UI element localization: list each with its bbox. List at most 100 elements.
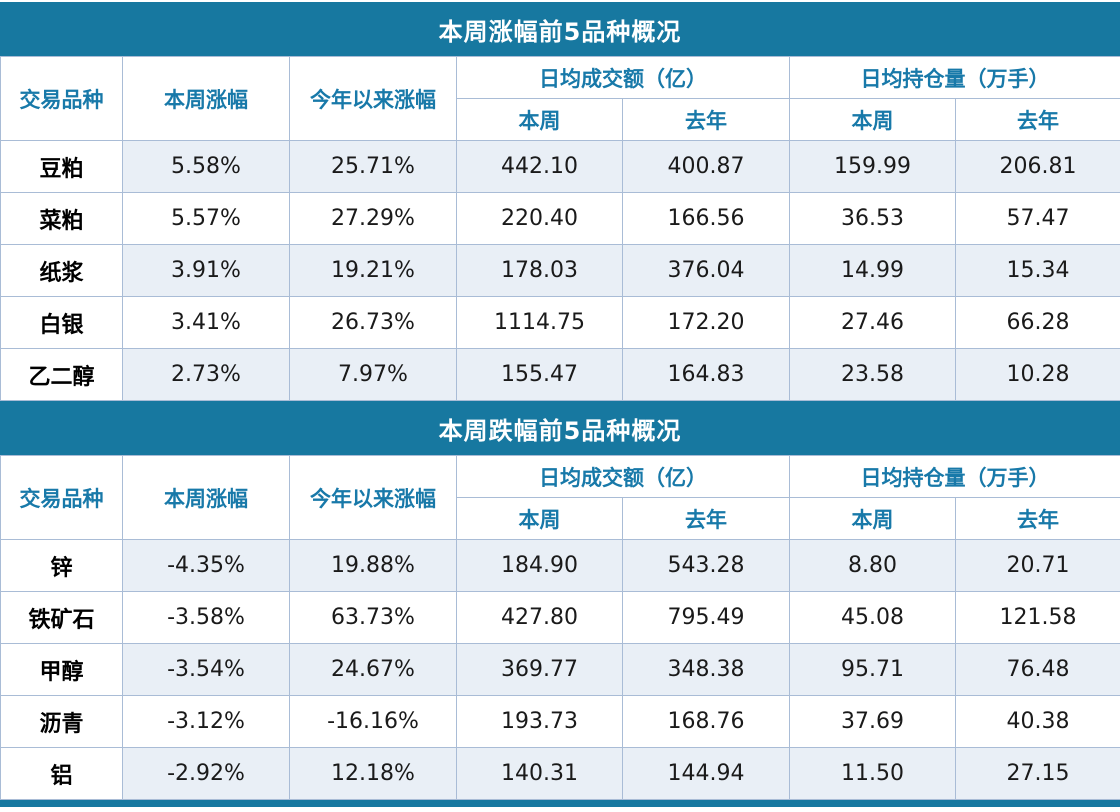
cell-turnover-week: 369.77	[456, 643, 623, 696]
cell-ytd-change: 26.73%	[289, 296, 457, 349]
cell-turnover-week: 155.47	[456, 348, 623, 401]
table-row: 豆粕 5.58% 25.71% 442.10 400.87 159.99 206…	[0, 140, 1120, 193]
cell-product: 铝	[0, 747, 123, 800]
cell-ytd-change: 19.21%	[289, 244, 457, 297]
cell-ytd-change: 63.73%	[289, 591, 457, 644]
table-row: 白银 3.41% 26.73% 1114.75 172.20 27.46 66.…	[0, 296, 1120, 349]
cell-turnover-year: 144.94	[622, 747, 790, 800]
cell-ytd-change: 19.88%	[289, 539, 457, 592]
cell-ytd-change: 27.29%	[289, 192, 457, 245]
cell-position-week: 14.99	[789, 244, 956, 297]
table-row: 铝 -2.92% 12.18% 140.31 144.94 11.50 27.1…	[0, 747, 1120, 800]
cell-ytd-change: 25.71%	[289, 140, 457, 193]
cell-turnover-week: 442.10	[456, 140, 623, 193]
losers-table: 交易品种 本周涨幅 今年以来涨幅 日均成交额（亿） 日均持仓量（万手） 本周 去…	[0, 455, 1120, 800]
cell-turnover-week: 427.80	[456, 591, 623, 644]
header-ytd-change: 今年以来涨幅	[289, 455, 457, 540]
cell-product: 乙二醇	[0, 348, 123, 401]
cell-product: 锌	[0, 539, 123, 592]
table-row: 纸浆 3.91% 19.21% 178.03 376.04 14.99 15.3…	[0, 244, 1120, 297]
cell-ytd-change: -16.16%	[289, 695, 457, 748]
cell-product: 菜粕	[0, 192, 123, 245]
cell-product: 铁矿石	[0, 591, 123, 644]
header-turnover-last-year: 去年	[622, 98, 790, 141]
cell-turnover-year: 348.38	[622, 643, 790, 696]
header-position-group: 日均持仓量（万手）	[789, 455, 1120, 498]
table-row: 锌 -4.35% 19.88% 184.90 543.28 8.80 20.71	[0, 539, 1120, 592]
cell-turnover-week: 220.40	[456, 192, 623, 245]
cell-week-change: -2.92%	[122, 747, 290, 800]
cell-week-change: 5.57%	[122, 192, 290, 245]
header-product: 交易品种	[0, 455, 123, 540]
gainers-table-title: 本周涨幅前5品种概况	[0, 2, 1120, 56]
cell-position-week: 11.50	[789, 747, 956, 800]
cell-position-week: 95.71	[789, 643, 956, 696]
cell-position-year: 20.71	[955, 539, 1120, 592]
cell-turnover-week: 140.31	[456, 747, 623, 800]
cell-turnover-week: 178.03	[456, 244, 623, 297]
cell-position-year: 27.15	[955, 747, 1120, 800]
cell-position-year: 206.81	[955, 140, 1120, 193]
header-week-change: 本周涨幅	[122, 56, 290, 141]
header-product: 交易品种	[0, 56, 123, 141]
cell-turnover-year: 172.20	[622, 296, 790, 349]
cell-ytd-change: 24.67%	[289, 643, 457, 696]
cell-turnover-year: 543.28	[622, 539, 790, 592]
header-turnover-group: 日均成交额（亿）	[456, 455, 790, 498]
cell-week-change: -3.54%	[122, 643, 290, 696]
cell-turnover-year: 168.76	[622, 695, 790, 748]
cell-position-week: 27.46	[789, 296, 956, 349]
gainers-table: 交易品种 本周涨幅 今年以来涨幅 日均成交额（亿） 日均持仓量（万手） 本周 去…	[0, 56, 1120, 401]
cell-week-change: -4.35%	[122, 539, 290, 592]
losers-table-title: 本周跌幅前5品种概况	[0, 401, 1120, 455]
cell-ytd-change: 7.97%	[289, 348, 457, 401]
header-week-change: 本周涨幅	[122, 455, 290, 540]
cell-product: 白银	[0, 296, 123, 349]
cell-week-change: -3.12%	[122, 695, 290, 748]
cell-turnover-year: 166.56	[622, 192, 790, 245]
cell-position-week: 23.58	[789, 348, 956, 401]
losers-table-header: 交易品种 本周涨幅 今年以来涨幅 日均成交额（亿） 日均持仓量（万手） 本周 去…	[0, 455, 1120, 540]
header-turnover-this-week: 本周	[456, 98, 623, 141]
cell-position-year: 66.28	[955, 296, 1120, 349]
cell-turnover-year: 376.04	[622, 244, 790, 297]
cell-position-week: 159.99	[789, 140, 956, 193]
cell-week-change: 5.58%	[122, 140, 290, 193]
cell-turnover-week: 1114.75	[456, 296, 623, 349]
header-ytd-change: 今年以来涨幅	[289, 56, 457, 141]
cell-position-year: 40.38	[955, 695, 1120, 748]
cell-position-week: 8.80	[789, 539, 956, 592]
cell-week-change: 2.73%	[122, 348, 290, 401]
header-position-this-week: 本周	[789, 497, 956, 540]
cell-ytd-change: 12.18%	[289, 747, 457, 800]
header-position-this-week: 本周	[789, 98, 956, 141]
cell-product: 甲醇	[0, 643, 123, 696]
header-position-last-year: 去年	[955, 497, 1120, 540]
header-position-last-year: 去年	[955, 98, 1120, 141]
cell-product: 豆粕	[0, 140, 123, 193]
header-turnover-group: 日均成交额（亿）	[456, 56, 790, 99]
cell-week-change: 3.91%	[122, 244, 290, 297]
cell-week-change: 3.41%	[122, 296, 290, 349]
cell-turnover-year: 400.87	[622, 140, 790, 193]
table-row: 沥青 -3.12% -16.16% 193.73 168.76 37.69 40…	[0, 695, 1120, 748]
cell-position-year: 57.47	[955, 192, 1120, 245]
header-position-group: 日均持仓量（万手）	[789, 56, 1120, 99]
table-row: 铁矿石 -3.58% 63.73% 427.80 795.49 45.08 12…	[0, 591, 1120, 644]
cell-turnover-week: 193.73	[456, 695, 623, 748]
table-row: 乙二醇 2.73% 7.97% 155.47 164.83 23.58 10.2…	[0, 348, 1120, 401]
cell-position-year: 15.34	[955, 244, 1120, 297]
bottom-accent-bar	[0, 800, 1120, 807]
cell-week-change: -3.58%	[122, 591, 290, 644]
cell-position-year: 10.28	[955, 348, 1120, 401]
cell-turnover-year: 795.49	[622, 591, 790, 644]
table-row: 菜粕 5.57% 27.29% 220.40 166.56 36.53 57.4…	[0, 192, 1120, 245]
header-turnover-last-year: 去年	[622, 497, 790, 540]
cell-turnover-week: 184.90	[456, 539, 623, 592]
cell-position-week: 37.69	[789, 695, 956, 748]
header-turnover-this-week: 本周	[456, 497, 623, 540]
cell-product: 纸浆	[0, 244, 123, 297]
cell-turnover-year: 164.83	[622, 348, 790, 401]
cell-position-week: 36.53	[789, 192, 956, 245]
cell-position-week: 45.08	[789, 591, 956, 644]
